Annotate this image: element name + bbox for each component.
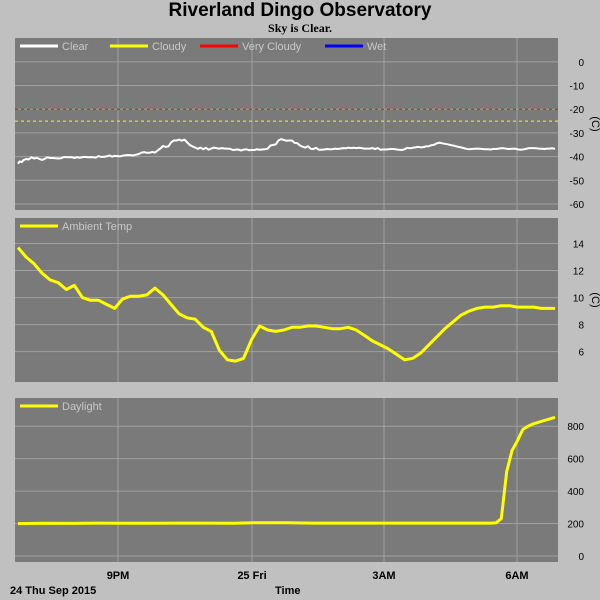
y-tick-label: 6 [578, 348, 584, 359]
series-clear [17, 138, 556, 165]
y-tick-label: 10 [573, 294, 585, 305]
y-tick-label: 8 [578, 321, 584, 332]
chart-title: Riverland Dingo Observatory [168, 0, 432, 21]
legend-label: Clear [62, 41, 89, 53]
legend-label: Cloudy [152, 41, 187, 53]
y-tick-label: -60 [570, 200, 585, 211]
y-tick-label: 0 [578, 58, 584, 69]
y-unit-label: (C) [589, 116, 600, 131]
legend-label: Very Cloudy [242, 41, 302, 53]
legend-label: Ambient Temp [62, 221, 132, 233]
y-unit-label: (C) [589, 292, 600, 307]
y-tick-label: 12 [573, 267, 585, 278]
y-tick-label: -50 [570, 176, 585, 187]
y-tick-label: -30 [570, 129, 585, 140]
x-tick-label: 6AM [505, 570, 528, 582]
x-axis-label: Time [275, 585, 300, 597]
y-tick-label: 400 [567, 487, 584, 498]
x-tick-label: 3AM [372, 570, 395, 582]
y-tick-label: -10 [570, 82, 585, 93]
y-tick-label: 0 [578, 552, 584, 563]
panel-sky-background [15, 38, 558, 210]
y-tick-label: 600 [567, 455, 584, 466]
x-tick-label: 9PM [107, 570, 130, 582]
sky-status: Sky is Clear. [268, 21, 332, 35]
series-daylight [17, 415, 556, 526]
y-tick-label: -40 [570, 153, 585, 164]
x-tick-label: 25 Fri [237, 570, 266, 582]
y-tick-label: 200 [567, 520, 584, 531]
y-tick-label: 800 [567, 422, 584, 433]
y-tick-label: 14 [573, 240, 585, 251]
legend-label: Daylight [62, 401, 102, 413]
panel-daylight-background [15, 398, 558, 562]
panel-ambient: 14 12 10 8 6 (C) Ambient Temp [15, 218, 600, 382]
panel-ambient-background [15, 218, 558, 382]
panel-sky: 0 -10 -20 -30 -40 -50 -60 (C) Clear Cloudy Very Cl… [15, 38, 600, 211]
date-label: 24 Thu Sep 2015 [10, 585, 96, 597]
y-tick-label: -20 [570, 105, 585, 116]
panel-daylight: 800 600 400 200 0 Daylight [15, 398, 584, 563]
series-ambient-temp [16, 246, 555, 363]
legend-label: Wet [367, 41, 386, 53]
